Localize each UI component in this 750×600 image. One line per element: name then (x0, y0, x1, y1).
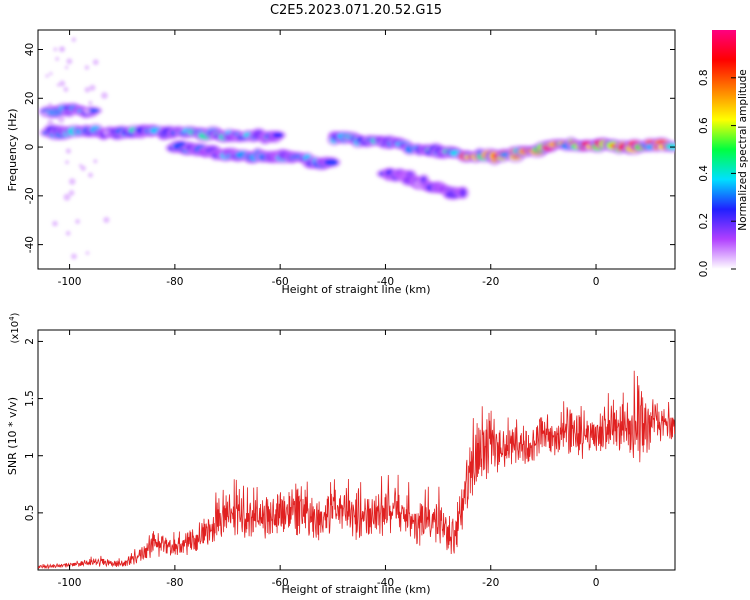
spectrogram-speckle (65, 160, 69, 165)
spectrogram-speckle (49, 71, 53, 76)
spectrogram-speckle (55, 57, 60, 61)
spectrogram-speckle (71, 37, 76, 42)
colorbar-label: Normalized spectral amplitude (737, 69, 749, 230)
spectrogram-speckle (75, 219, 81, 224)
snr-x-tick-label: -80 (166, 577, 183, 589)
spectrogram-x-tick-label: -100 (58, 276, 82, 288)
colorbar-tick-label: 0.4 (698, 165, 710, 182)
spectrogram-y-ticks: -40 -20 0 20 40 (24, 43, 675, 253)
spectrogram-x-tick-label: -60 (272, 276, 289, 288)
spectrogram-speckle (47, 102, 53, 108)
spectrogram-speckle (83, 107, 89, 114)
snr-multiplier: (x104) (8, 312, 21, 343)
snr-x-label: Height of straight line (km) (281, 583, 430, 596)
snr-x-ticks: -100 -80 -60 -40 -20 0 (58, 330, 600, 589)
snr-x-tick-label: -40 (377, 577, 394, 589)
spectrogram-speckle (66, 58, 73, 65)
figure-title: C2E5.2023.071.20.52.G15 (270, 3, 442, 18)
snr-panel: -100 -80 -60 -40 -20 0 0.5 1 1.5 2 Height of str… (6, 312, 676, 596)
spectrogram-y-tick-label: -20 (24, 187, 36, 204)
spectrogram-speckle (84, 65, 90, 70)
spectrogram-x-tick-label: -80 (166, 276, 183, 288)
spectrogram-x-ticks: -100 -80 -60 -40 -20 0 (58, 30, 600, 288)
colorbar-scale (712, 30, 736, 269)
spectrogram-speckle (41, 111, 48, 118)
spectrogram-speckle (80, 165, 86, 171)
snr-y-tick-label: 0.5 (24, 505, 36, 522)
spectrogram-speckle (56, 83, 60, 87)
snr-y-label: SNR (10 * v/v) (6, 397, 19, 475)
spectrogram-y-tick-label: -40 (24, 236, 36, 253)
spectrogram-speckle (88, 100, 93, 106)
snr-y-tick-label: 1.5 (24, 390, 36, 407)
spectrogram-speckle (103, 216, 110, 224)
spectrogram-speckle (84, 87, 91, 93)
spectrogram-y-tick-label: 20 (24, 92, 36, 105)
spectrogram-y-tick-label: 0 (24, 144, 36, 151)
spectrogram-speckle (88, 172, 93, 178)
snr-y-tick-label: 2 (24, 338, 36, 345)
snr-x-tick-label: 0 (593, 577, 600, 589)
spectrogram-y-label: Frequency (Hz) (6, 109, 19, 192)
spectrogram-speckle (47, 119, 54, 126)
spectrogram-speckle (65, 148, 72, 154)
colorbar: 0.0 0.2 0.4 0.6 0.8 Normalized spectral ampl… (698, 30, 749, 277)
spectrogram-speckle (89, 84, 96, 91)
spectrogram-blob (272, 132, 284, 138)
snr-x-tick-label: -60 (272, 577, 289, 589)
spectrogram-speckle (68, 190, 75, 196)
spectrogram-x-label: Height of straight line (km) (281, 283, 430, 296)
colorbar-tick-label: 0.8 (698, 69, 710, 86)
colorbar-tick-label: 0.2 (698, 213, 710, 230)
spectrogram-speckle (63, 193, 71, 201)
snr-multiplier-exponent: 4 (8, 316, 16, 321)
spectrogram-speckle (92, 59, 99, 66)
spectrogram-x-tick-label: -20 (482, 276, 499, 288)
spectrogram-blobs (38, 37, 675, 260)
spectrogram-speckle (45, 74, 49, 78)
spectrogram-speckle (70, 253, 77, 260)
spectrogram-y-tick-label: 40 (24, 43, 36, 56)
snr-x-tick-label: -20 (482, 577, 499, 589)
spectrogram-marks (38, 37, 675, 260)
colorbar-tick-label: 0.6 (698, 117, 710, 134)
spectrogram-speckle (59, 80, 66, 87)
spectrogram-speckle (58, 46, 65, 53)
snr-x-tick-label: -100 (58, 577, 82, 589)
snr-line (38, 370, 675, 570)
spectrogram-speckle (53, 47, 58, 52)
spectrogram-speckle (68, 178, 76, 185)
snr-multiplier-close: ) (10, 312, 21, 316)
snr-multiplier-base: (x10 (10, 321, 21, 344)
spectrogram-speckle (57, 116, 65, 123)
spectrogram-speckle (85, 251, 90, 255)
colorbar-ticks: 0.0 0.2 0.4 0.6 0.8 (698, 69, 736, 277)
snr-y-ticks: 0.5 1 1.5 2 (24, 338, 675, 521)
spectrogram-speckle (63, 86, 69, 92)
spectrogram-blob (324, 158, 339, 166)
spectrogram-speckle (64, 65, 69, 70)
snr-y-tick-label: 1 (24, 452, 36, 459)
spectrogram-x-tick-label: 0 (593, 276, 600, 288)
spectrogram-speckle (93, 159, 98, 164)
spectrogram-speckle (65, 230, 71, 236)
spectrogram-speckle (103, 129, 110, 136)
spectrogram-speckle (52, 220, 58, 227)
spectrogram-x-tick-label: -40 (377, 276, 394, 288)
spectrogram-blob (459, 188, 467, 198)
colorbar-tick-label: 0.0 (698, 261, 710, 278)
spectrogram-speckle (100, 92, 108, 99)
spectrogram-panel: -100 -80 -60 -40 -20 0 -40 -20 0 20 40 Height of … (6, 29, 676, 296)
